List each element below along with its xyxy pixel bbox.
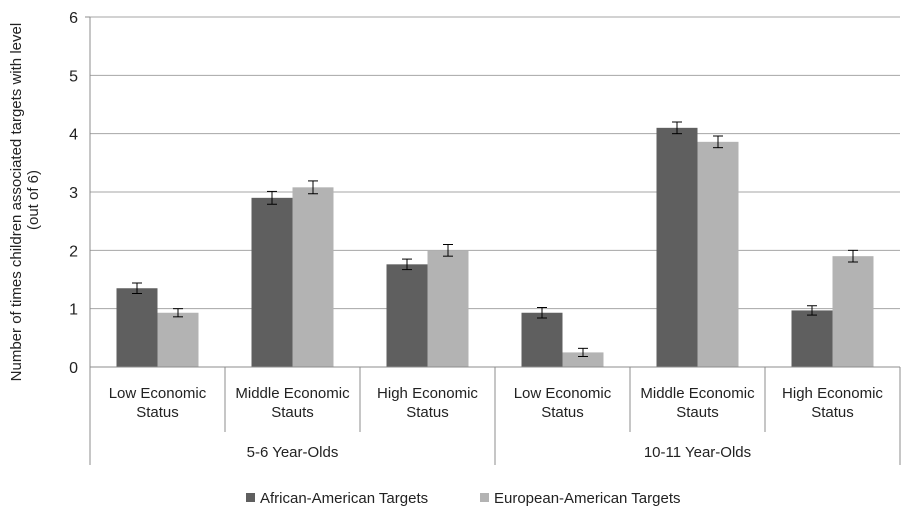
y-tick-label: 1 [69, 302, 78, 319]
bar-african-american [386, 264, 428, 367]
x-tick-label-line: Stauts [271, 404, 314, 421]
y-tick-label: 5 [69, 68, 78, 85]
bar-african-american [791, 310, 833, 367]
y-axis-label-line-1: Number of times children associated targ… [8, 23, 25, 382]
x-tick-label-line: Low Economic [109, 385, 207, 402]
x-tick-label-line: Middle Economic [640, 385, 755, 402]
y-tick-label: 3 [69, 185, 78, 202]
x-tick-label: High Economic Status [377, 385, 478, 421]
legend-label: African-American Targets [260, 490, 428, 507]
bar-african-american [521, 312, 563, 367]
x-tick-label: High Economic Status [782, 385, 883, 421]
legend-swatch [480, 493, 489, 502]
bar-european-american [562, 352, 604, 367]
x-category-labels: Low Economic Status Middle Economic Stauts H… [109, 385, 884, 421]
x-group-labels: 5-6 Year-Olds 10-11 Year-Olds [247, 444, 752, 461]
bar-european-american [697, 141, 739, 367]
bars [116, 127, 874, 367]
x-tick-label: Low Economic Status [109, 385, 207, 421]
x-tick-label: Middle Economic Stauts [235, 385, 350, 421]
y-tick-label: 6 [69, 10, 78, 27]
axes [85, 16, 901, 465]
y-tick-label: 0 [69, 360, 78, 377]
gridlines [90, 16, 900, 310]
bar-european-american [157, 312, 199, 367]
legend-swatch [246, 493, 255, 502]
x-tick-label-line: Status [136, 404, 179, 421]
x-tick-label-line: Middle Economic [235, 385, 350, 402]
x-tick-label-line: Status [811, 404, 854, 421]
bar-european-american [427, 250, 469, 367]
y-axis-label-line-2: (out of 6) [25, 170, 42, 230]
bar-european-american [832, 256, 874, 367]
x-tick-label-line: Status [406, 404, 449, 421]
x-tick-label-line: Low Economic [514, 385, 612, 402]
x-tick-label-line: High Economic [782, 385, 883, 402]
bar-african-american [116, 288, 158, 367]
bar-african-american [251, 197, 293, 367]
bar-european-american [292, 187, 334, 367]
group-label: 10-11 Year-Olds [644, 444, 751, 461]
bar-african-american [656, 127, 698, 367]
x-tick-label-line: High Economic [377, 385, 478, 402]
y-tick-labels: 0 1 2 3 4 5 6 [69, 10, 78, 377]
y-tick-label: 2 [69, 243, 78, 260]
x-tick-label: Low Economic Status [514, 385, 612, 421]
group-label: 5-6 Year-Olds [247, 444, 339, 461]
legend-label: European-American Targets [494, 490, 681, 507]
x-tick-label-line: Stauts [676, 404, 719, 421]
x-tick-label: Middle Economic Stauts [640, 385, 755, 421]
y-axis-label: Number of times children associated targ… [8, 19, 42, 382]
legend: African-American Targets European-America… [246, 490, 681, 507]
y-tick-label: 4 [69, 127, 78, 144]
error-bars [132, 121, 858, 357]
x-tick-label-line: Status [541, 404, 584, 421]
